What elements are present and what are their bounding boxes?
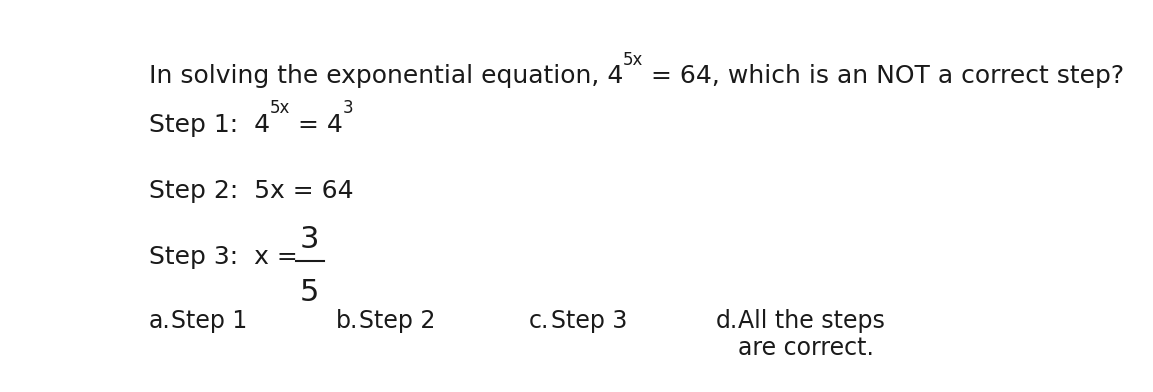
Text: 5: 5 xyxy=(300,278,319,307)
Text: d.: d. xyxy=(716,309,738,333)
Text: Step 2:  5x = 64: Step 2: 5x = 64 xyxy=(149,179,353,203)
Text: Step 1: Step 1 xyxy=(171,309,247,333)
Text: b.: b. xyxy=(337,309,359,333)
Text: In solving the exponential equation, 4: In solving the exponential equation, 4 xyxy=(149,64,623,88)
Text: c.: c. xyxy=(528,309,549,333)
Text: = 4: = 4 xyxy=(291,113,342,136)
Text: = 64, which is an NOT a correct step?: = 64, which is an NOT a correct step? xyxy=(643,64,1124,88)
Text: Step 2: Step 2 xyxy=(359,309,435,333)
Text: 5x: 5x xyxy=(623,51,643,69)
Text: 3: 3 xyxy=(342,100,354,118)
Text: Step 3:  x =: Step 3: x = xyxy=(149,245,306,269)
Text: 3: 3 xyxy=(300,225,319,254)
Text: are correct.: are correct. xyxy=(738,336,874,360)
Text: Step 1:  4: Step 1: 4 xyxy=(149,113,270,136)
Text: All the steps: All the steps xyxy=(738,309,886,333)
Text: a.: a. xyxy=(149,309,171,333)
Text: Step 3: Step 3 xyxy=(551,309,627,333)
Text: 5x: 5x xyxy=(270,100,291,118)
